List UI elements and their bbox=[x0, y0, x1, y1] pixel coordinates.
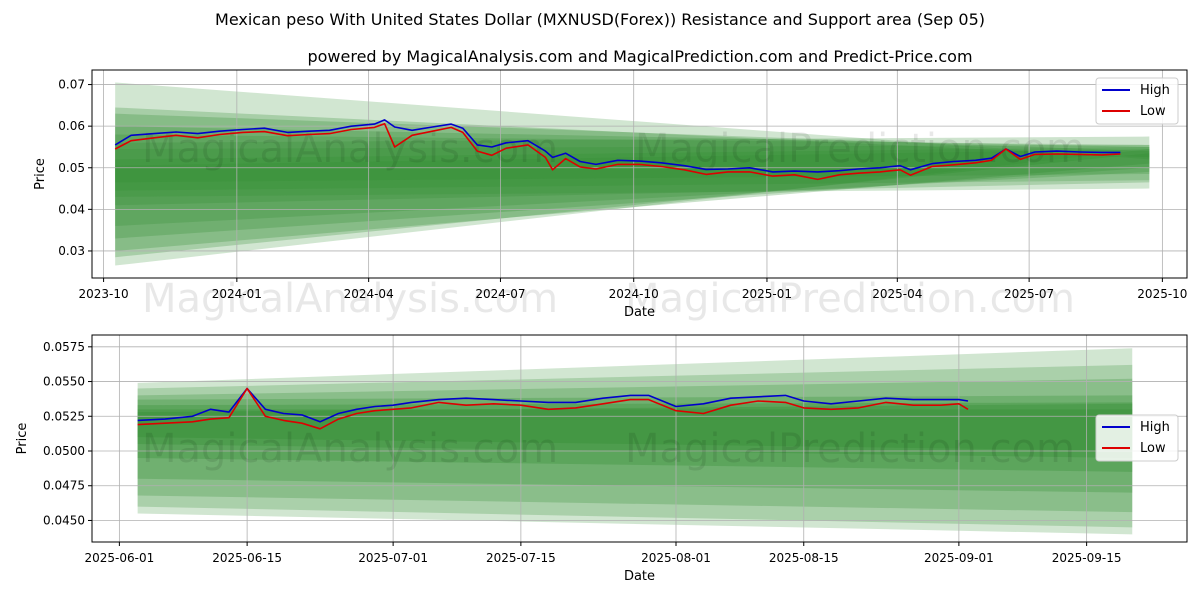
band-area bbox=[115, 149, 1150, 183]
chart-subtitle: powered by MagicalAnalysis.com and Magic… bbox=[307, 47, 972, 66]
axes-frame bbox=[91, 334, 1188, 543]
x-axis-label: Date bbox=[624, 305, 655, 320]
x-tick-label: 2025-08-15 bbox=[769, 551, 839, 565]
support-resistance-bands bbox=[115, 82, 1150, 266]
band-area bbox=[137, 395, 1133, 493]
band-area bbox=[137, 403, 1133, 452]
x-tick-label: 2023-10 bbox=[79, 287, 129, 301]
x-tick-label: 2025-06-01 bbox=[85, 551, 155, 565]
x-axis-label: Date bbox=[624, 569, 655, 584]
y-tick-label: 0.03 bbox=[58, 244, 85, 258]
series-line-high bbox=[137, 387, 969, 423]
watermark-text: MagicalPrediction.com bbox=[635, 126, 1085, 172]
x-tick-label: 2025-09-01 bbox=[924, 551, 994, 565]
band-area bbox=[115, 113, 1150, 251]
legend: High Low bbox=[1095, 414, 1179, 462]
bottom-panel: MagicalAnalysis.com MagicalPrediction.com… bbox=[15, 334, 1188, 584]
x-tick-label: 2025-08-01 bbox=[641, 551, 711, 565]
y-tick-label: 0.05 bbox=[58, 161, 85, 175]
watermark: MagicalAnalysis.com MagicalPrediction.com… bbox=[142, 126, 1085, 322]
x-tick-label: 2025-07-15 bbox=[486, 551, 556, 565]
x-tick-label: 2025-10 bbox=[1137, 287, 1187, 301]
series-line-low bbox=[114, 122, 1121, 181]
x-tick-label: 2024-10 bbox=[609, 287, 659, 301]
axes-frame bbox=[91, 69, 1188, 279]
y-tick-label: 0.0550 bbox=[43, 375, 85, 389]
series-line-high bbox=[114, 119, 1121, 173]
band-area bbox=[137, 402, 1133, 472]
legend: High Low bbox=[1095, 77, 1179, 125]
chart-title: Mexican peso With United States Dollar (… bbox=[215, 10, 985, 29]
x-tick-label: 2025-07 bbox=[1004, 287, 1054, 301]
y-tick-label: 0.0575 bbox=[43, 340, 85, 354]
y-tick-label: 0.07 bbox=[58, 78, 85, 92]
x-tick-label: 2025-06-15 bbox=[212, 551, 282, 565]
y-tick-label: 0.0500 bbox=[43, 444, 85, 458]
x-tick-label: 2025-01 bbox=[742, 287, 792, 301]
watermark-text: MagicalAnalysis.com bbox=[142, 426, 558, 472]
legend-label-high: High bbox=[1140, 420, 1170, 435]
legend-label-high: High bbox=[1140, 83, 1170, 98]
top-panel: MagicalAnalysis.com MagicalPrediction.com… bbox=[33, 69, 1188, 322]
watermark: MagicalAnalysis.com MagicalPrediction.com bbox=[142, 426, 1075, 472]
y-tick-label: 0.06 bbox=[58, 119, 85, 133]
x-tick-label: 2024-07 bbox=[475, 287, 525, 301]
watermark-text: MagicalAnalysis.com bbox=[142, 126, 558, 172]
x-tick-label: 2025-09-15 bbox=[1052, 551, 1122, 565]
y-tick-label: 0.0475 bbox=[43, 479, 85, 493]
watermark-text: MagicalPrediction.com bbox=[625, 276, 1075, 322]
series-lines bbox=[114, 119, 1121, 181]
x-tick-label: 2024-04 bbox=[344, 287, 394, 301]
y-axis-label: Price bbox=[15, 423, 30, 455]
band-area bbox=[115, 126, 1150, 239]
y-tick-label: 0.0450 bbox=[43, 513, 85, 527]
band-area bbox=[115, 136, 1150, 206]
band-area bbox=[137, 378, 1133, 513]
band-area bbox=[137, 409, 1133, 458]
band-area bbox=[115, 134, 1150, 226]
x-tick-label: 2025-07-01 bbox=[358, 551, 428, 565]
band-area bbox=[137, 348, 1133, 535]
legend-label-low: Low bbox=[1140, 441, 1166, 456]
series-lines bbox=[137, 387, 969, 430]
band-area bbox=[115, 146, 1150, 191]
watermark-text: MagicalPrediction.com bbox=[625, 426, 1075, 472]
watermark-text: MagicalAnalysis.com bbox=[142, 276, 558, 322]
band-area bbox=[115, 144, 1150, 197]
x-tick-label: 2025-04 bbox=[872, 287, 922, 301]
legend-label-low: Low bbox=[1140, 104, 1166, 119]
y-tick-label: 0.0525 bbox=[43, 409, 85, 423]
x-tick-label: 2024-01 bbox=[212, 287, 262, 301]
y-axis-label: Price bbox=[33, 158, 48, 190]
series-line-low bbox=[137, 387, 969, 430]
band-area bbox=[115, 107, 1150, 258]
y-tick-label: 0.04 bbox=[58, 202, 85, 216]
